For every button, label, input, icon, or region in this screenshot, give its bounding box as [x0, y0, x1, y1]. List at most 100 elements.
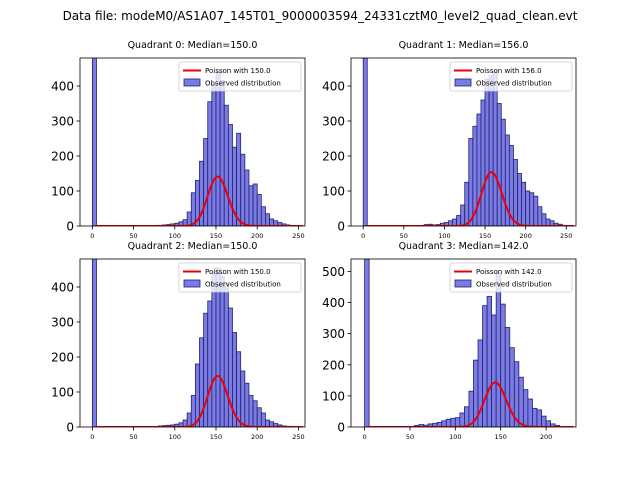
y-tick-label: 0: [337, 220, 345, 234]
panel-quadrant-3: Quadrant 3: Median=142.0 0 50 100 150 200 0 100…: [322, 241, 577, 441]
histogram-bar: [260, 206, 266, 226]
histogram-bar: [518, 376, 524, 427]
legend-bar-swatch: [183, 78, 201, 87]
x-tick-label: 150: [494, 433, 506, 441]
histogram-bar: [91, 259, 97, 427]
histogram-bar: [248, 395, 254, 427]
x-tick-label: 50: [129, 433, 137, 441]
x-tick-label: 150: [479, 232, 491, 240]
axes-frame: [350, 57, 577, 227]
histogram-bar: [484, 78, 490, 226]
histogram-bar: [450, 417, 456, 427]
y-tick-label: 100: [322, 389, 345, 403]
histogram-bar: [491, 314, 497, 427]
panel-title: Quadrant 2: Median=150.0: [128, 241, 258, 252]
histogram-bar: [488, 75, 494, 226]
panel-quadrant-2: Quadrant 2: Median=150.0 0 50 100 150 200 250 0…: [51, 241, 306, 441]
histogram-bar: [269, 218, 275, 226]
x-tick-label: 200: [519, 232, 531, 240]
histogram-bar: [536, 409, 542, 427]
histogram-bar: [537, 206, 543, 226]
histogram-bar: [459, 412, 465, 427]
x-tick-label: 0: [361, 232, 365, 240]
y-tick-label: 500: [322, 265, 345, 279]
x-tick-label: 150: [210, 232, 222, 240]
histogram-bar: [517, 173, 522, 226]
y-tick-label: 200: [51, 150, 74, 164]
histogram-bar: [256, 194, 262, 226]
y-tick-label: 100: [51, 185, 74, 199]
panel-quadrant-1: Quadrant 1: Median=156.0 0 50 100 150 200 250 0…: [322, 40, 577, 240]
legend-bar-swatch: [454, 279, 472, 288]
legend-label-observed: Observed distribution: [476, 281, 552, 289]
x-tick-label: 50: [400, 232, 408, 240]
histogram-bar: [522, 389, 529, 427]
histogram-bar: [513, 159, 518, 226]
legend: Poisson with 150.0 Observed distribution: [178, 262, 302, 293]
figure-title: Data file: modeM0/AS1A07_145T01_90000035…: [63, 9, 578, 23]
legend: Poisson with 150.0 Observed distribution: [178, 61, 302, 92]
histogram-bar: [256, 407, 262, 427]
histogram-bar: [545, 218, 551, 226]
x-tick-label: 200: [251, 433, 263, 441]
y-tick-label: 200: [322, 150, 345, 164]
legend-bar-swatch: [183, 279, 201, 288]
histogram-bar: [464, 406, 470, 427]
histogram-bar: [219, 80, 225, 226]
y-tick-label: 400: [322, 296, 345, 310]
histogram-bar: [219, 276, 225, 427]
x-tick-label: 200: [251, 232, 263, 240]
legend: Poisson with 156.0 Observed distribution: [449, 61, 573, 92]
histogram-bar: [223, 283, 229, 427]
histogram-bar: [464, 181, 470, 226]
x-tick-label: 100: [449, 433, 461, 441]
histogram-bar: [244, 169, 250, 226]
legend-box: [449, 262, 573, 293]
poisson-curve: [94, 175, 303, 226]
histogram-bar: [533, 195, 539, 226]
histogram-bar: [186, 211, 192, 226]
poisson-curve: [94, 375, 303, 427]
histogram-bars: [91, 58, 295, 226]
histogram-bar: [252, 183, 258, 226]
axes-frame: [79, 258, 306, 428]
y-tick-label: 300: [51, 115, 74, 129]
legend-label-poisson: Poisson with 150.0: [205, 67, 271, 75]
histogram-bar: [227, 124, 233, 226]
x-tick-label: 100: [438, 232, 450, 240]
x-tick-label: 0: [363, 433, 367, 441]
histogram-bar: [532, 407, 538, 427]
histogram-bar: [527, 398, 533, 427]
y-tick-label: 300: [322, 327, 345, 341]
legend-box: [449, 61, 573, 92]
histogram-bar: [362, 58, 368, 226]
axes-frame: [79, 57, 306, 227]
histogram-bar: [482, 305, 488, 427]
y-tick-label: 200: [322, 358, 345, 372]
histogram-bar: [265, 213, 270, 226]
histogram-bar: [495, 272, 502, 427]
histogram-bar: [203, 138, 209, 226]
legend-label-poisson: Poisson with 156.0: [476, 67, 542, 75]
histogram-bar: [190, 192, 196, 226]
y-tick-label: 400: [51, 80, 74, 94]
y-tick-label: 400: [322, 80, 345, 94]
x-tick-label: 200: [540, 433, 552, 441]
panel-title: Quadrant 0: Median=150.0: [128, 40, 258, 51]
histogram-bar: [529, 192, 535, 226]
histogram-bar: [521, 181, 527, 226]
y-tick-label: 300: [322, 115, 345, 129]
histogram-bar: [486, 295, 493, 427]
histogram-bar: [211, 272, 217, 427]
histogram-bar: [236, 351, 242, 427]
histogram-bar: [207, 101, 213, 226]
histogram-bar: [541, 415, 547, 427]
histogram-bar: [476, 113, 482, 226]
histogram-bar: [91, 58, 97, 226]
x-tick-label: 0: [90, 433, 94, 441]
histogram-bar: [190, 395, 196, 427]
histogram-bars: [362, 58, 567, 226]
histogram-bar: [244, 382, 250, 427]
x-tick-label: 50: [129, 232, 137, 240]
x-tick-label: 150: [210, 433, 222, 441]
